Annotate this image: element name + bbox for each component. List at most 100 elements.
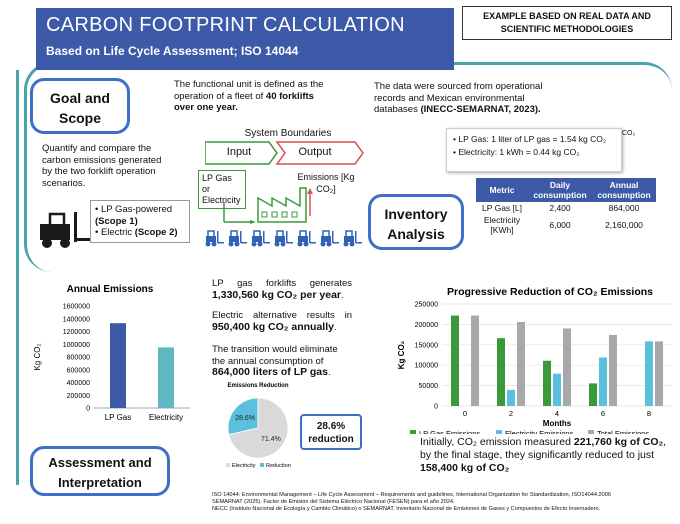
assessment-label: Assessment and Interpretation [30, 446, 170, 496]
reference-3: NECC (Instituto Nacional de Ecología y C… [212, 506, 601, 513]
bar-total-emissions [471, 315, 479, 406]
y-tick-label: 1400000 [63, 316, 90, 323]
reference-2: SEMARNAT (2025). Factor de Emisión del S… [212, 499, 455, 506]
table-cell: LP Gas [L] [481, 203, 522, 213]
table-header-metric: Metric [476, 178, 528, 202]
x-tick-label: LP Gas [105, 413, 132, 422]
bar-lp-gas-emissions [451, 315, 459, 406]
legend-swatch [260, 463, 264, 467]
data-source-text: The data were sourced from operational r… [374, 81, 564, 116]
y-tick-label: 250000 [415, 302, 438, 309]
emissions-reduction-pie: Emissions Reduction 28.6% 71.4% Electricity… [226, 383, 291, 469]
quantify-text: Quantify and compare the carbon emission… [42, 143, 162, 189]
legend-label: LP Gas Emissions [419, 429, 480, 434]
pie-value-label: 28.6% [235, 415, 255, 422]
chart-title: Annual Emissions [67, 284, 154, 295]
scenario-2: • Electric (Scope 2) [95, 227, 178, 238]
table-cell: Electricity [KWh] [483, 215, 521, 235]
bar-total-emissions [609, 334, 617, 406]
reduction-percent: 28.6% [316, 421, 346, 432]
summary-bold-1: 221,760 kg of CO₂ [573, 436, 664, 448]
factor-lpg: • LP Gas: 1 liter of LP gas = 1.54 kg CO… [453, 134, 607, 144]
bar-lp-gas [110, 323, 126, 408]
chart-title: Progressive Reduction of CO₂ Emissions [447, 286, 653, 298]
scenario-1-bold: (Scope 1) [95, 215, 138, 227]
scenario-2-bold: (Scope 2) [134, 227, 178, 238]
y-tick-label: 50000 [419, 383, 439, 390]
functional-unit-bold: 40 forklifts over one year. [174, 90, 314, 114]
legend-label: Reduction [266, 463, 291, 469]
lpg-emissions-plain: LP gas forklifts generates [212, 278, 352, 289]
bar-electricity-emissions [553, 373, 561, 406]
factor-lpg-text: LP Gas: 1 liter of LP gas = 1.54 kg CO₂ [458, 134, 607, 144]
table-row: LP Gas [L] 2,400 864,000 [476, 202, 656, 214]
inventory-table-wrap: Metric Daily consumption Annual consumpt… [476, 178, 656, 236]
table-row: Electricity [KWh] 6,000 2,160,000 [476, 214, 656, 236]
functional-unit-plain: The functional unit is defined as the op… [174, 79, 324, 102]
bar-total-emissions [655, 341, 663, 406]
y-axis-label: Kg CO₂ [397, 340, 406, 369]
factor-electricity-text: Electricity: 1 kWh = 0.44 kg CO₂ [458, 147, 580, 157]
electric-emissions-bold: 950,400 kg CO₂ annually [212, 320, 334, 333]
references: ISO 14044: Environmental Management – Li… [212, 492, 674, 514]
table-cell: 864,000 [608, 203, 640, 213]
table-cell: 6,000 [549, 220, 571, 230]
y-tick-label: 0 [434, 404, 438, 411]
table-cell: 2,400 [549, 203, 571, 213]
y-tick-label: 150000 [415, 342, 438, 349]
factory-icon [223, 187, 313, 224]
legend-swatch [496, 430, 502, 434]
inventory-analysis-label: Inventory Analysis [368, 194, 464, 250]
emission-factors-box: • LP Gas: 1 liter of LP gas = 1.54 kg CO… [446, 128, 622, 172]
summary-text: Initially, CO₂ emission measured 221,760… [420, 436, 668, 475]
electric-emissions-end: . [333, 321, 337, 333]
bar-electricity-emissions [645, 341, 653, 406]
electric-emissions-plain: Electric alternative results in [212, 310, 352, 321]
scenario-box: • LP Gas-powered (Scope 1) • Electric (S… [90, 200, 190, 243]
bar-electricity [158, 347, 174, 408]
y-tick-label: 400000 [67, 380, 90, 387]
output-label: Output [298, 146, 332, 158]
functional-unit-text: The functional unit is defined as the op… [174, 79, 334, 114]
input-label: Input [226, 146, 252, 158]
chart-title: Emissions Reduction [227, 383, 288, 389]
source-label: LP Gas or Electricity [198, 170, 246, 209]
y-axis-label: Kg CO₂ [33, 343, 42, 370]
y-tick-label: 600000 [67, 367, 90, 374]
lpg-emissions-bold: 1,330,560 kg CO₂ per year [212, 288, 341, 301]
scenario-2-plain: Electric [100, 227, 135, 238]
scenario-1-plain: LP Gas-powered [100, 204, 173, 215]
y-tick-label: 0 [86, 406, 90, 413]
forklift-large-icon [34, 210, 96, 250]
teal-frame-left [16, 70, 28, 485]
page-title: CARBON FOOTPRINT CALCULATION [46, 14, 405, 36]
reduction-word: reduction [308, 434, 354, 445]
y-tick-label: 1600000 [63, 304, 90, 311]
progressive-reduction-chart: Progressive Reduction of CO₂ Emissions Kg… [397, 286, 672, 434]
lpg-emissions-end: . [341, 289, 344, 301]
legend-swatch [410, 430, 416, 434]
data-source-plain: The data were sourced from operational r… [374, 81, 543, 115]
x-tick-label: 4 [555, 409, 559, 418]
bar-total-emissions [563, 328, 571, 406]
legend-swatch [226, 463, 230, 467]
bar-lp-gas-emissions [589, 383, 597, 406]
example-note: EXAMPLE BASED ON REAL DATA AND SCIENTIFI… [462, 6, 672, 40]
summary-bold-2: 158,400 kg of CO₂ [420, 462, 510, 474]
pie-slice-electricity [228, 397, 289, 459]
table-header-annual: Annual consumption [592, 178, 656, 202]
page-subtitle: Based on Life Cycle Assessment; ISO 1404… [46, 44, 299, 58]
emissions-label: Emissions [Kg CO₂] [297, 172, 355, 194]
y-tick-label: 1000000 [63, 342, 90, 349]
summary-plain-1: Initially, CO₂ emission measured [420, 436, 574, 448]
bar-total-emissions [517, 321, 525, 406]
y-tick-label: 800000 [67, 355, 90, 362]
reduction-callout: 28.6% reduction [300, 414, 362, 450]
x-axis-label: Months [543, 419, 572, 428]
table-cell: 2,160,000 [605, 220, 643, 230]
electric-emissions-text: Electric alternative results in 950,400 … [212, 310, 352, 333]
x-tick-label: 6 [601, 409, 605, 418]
goal-scope-label: Goal and Scope [30, 78, 130, 134]
annual-emissions-chart: Annual Emissions Kg CO₂ 0 200000 400000 60000… [33, 284, 190, 422]
y-tick-label: 100000 [415, 363, 438, 370]
